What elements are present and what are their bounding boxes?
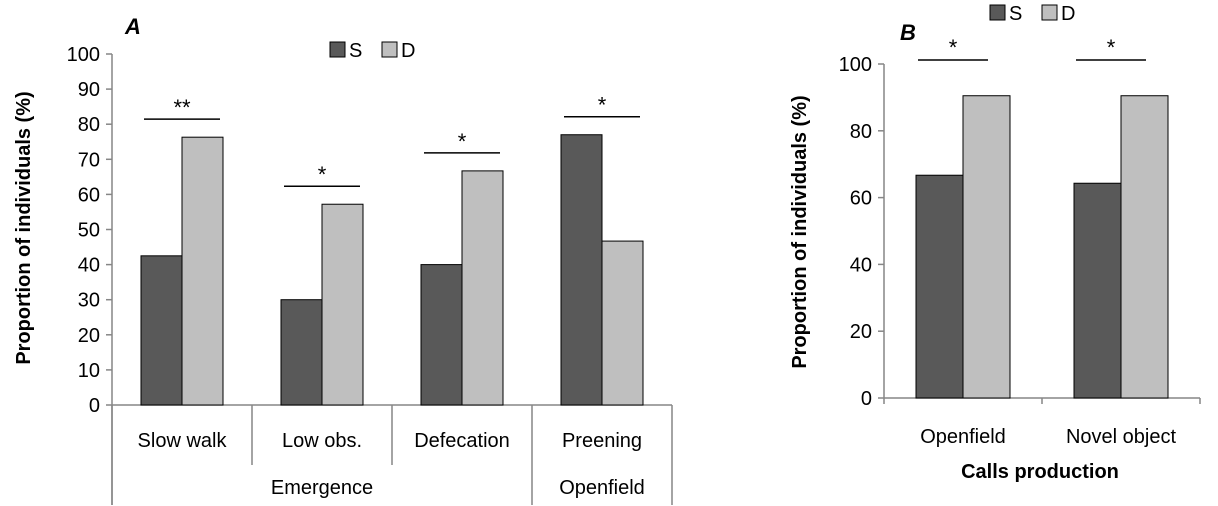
bar-s-novel-object xyxy=(1073,182,1122,399)
legend-swatch-d xyxy=(1041,4,1058,21)
bar-d-openfield xyxy=(962,95,1011,399)
legend-label-s: S xyxy=(349,40,362,62)
significance-marker-b: * xyxy=(949,35,958,60)
significance-marker-a: * xyxy=(458,129,467,154)
category-label-a: Preening xyxy=(562,430,642,452)
legend-label-d: D xyxy=(401,40,415,62)
legend-label-d: D xyxy=(1061,3,1075,25)
y-tick-label-a: 70 xyxy=(78,149,100,171)
y-tick-label-a: 0 xyxy=(89,395,100,417)
panel-label-b: B xyxy=(900,20,916,45)
group-label-a: Openfield xyxy=(559,477,645,499)
legend-label-s: S xyxy=(1009,3,1022,25)
category-label-a: Slow walk xyxy=(138,430,228,452)
y-axis-title-b: Proportion of individuals (%) xyxy=(789,95,811,368)
y-tick-label-a: 50 xyxy=(78,220,100,242)
bar-s-defecation xyxy=(420,264,463,406)
plot-area-b: 0 20 40 60 80 100 Openfield * Novel object * xyxy=(839,35,1201,448)
y-tick-label-b: 80 xyxy=(850,121,872,143)
significance-marker-a: ** xyxy=(173,95,191,120)
y-tick-label-a: 20 xyxy=(78,325,100,347)
bar-s-preening xyxy=(560,134,603,406)
x-axis-title-b: Calls production xyxy=(961,461,1119,483)
category-label-a: Defecation xyxy=(414,430,510,452)
bar-d-novel-object xyxy=(1120,95,1169,399)
y-tick-label-a: 10 xyxy=(78,360,100,382)
bar-s-low-obs- xyxy=(280,299,323,406)
legend-swatch-s xyxy=(329,41,346,58)
category-label-b: Openfield xyxy=(920,426,1006,448)
bar-s-slow-walk xyxy=(140,255,183,406)
y-tick-label-a: 100 xyxy=(67,44,100,66)
legend-swatch-d xyxy=(381,41,398,58)
bar-s-openfield xyxy=(915,174,964,399)
bar-d-slow-walk xyxy=(181,136,224,406)
y-tick-label-a: 90 xyxy=(78,79,100,101)
y-tick-label-a: 80 xyxy=(78,114,100,136)
legend-swatch-s xyxy=(989,4,1006,21)
category-label-b: Novel object xyxy=(1066,426,1177,448)
significance-marker-a: * xyxy=(598,93,607,118)
y-tick-label-b: 100 xyxy=(839,54,872,76)
significance-marker-a: * xyxy=(318,162,327,187)
y-axis-title-a: Proportion of individuals (%) xyxy=(13,91,35,364)
y-tick-label-a: 30 xyxy=(78,290,100,312)
y-tick-label-b: 40 xyxy=(850,254,872,276)
y-tick-label-b: 60 xyxy=(850,188,872,210)
significance-marker-b: * xyxy=(1107,35,1116,60)
chart-panel-b: B Proportion of individuals (%) Calls pr… xyxy=(789,3,1201,483)
bar-d-preening xyxy=(601,240,644,406)
y-tick-label-b: 20 xyxy=(850,321,872,343)
bar-d-low-obs- xyxy=(321,203,364,406)
bar-d-defecation xyxy=(461,170,504,406)
y-tick-label-a: 60 xyxy=(78,184,100,206)
y-tick-label-b: 0 xyxy=(861,388,872,410)
y-tick-label-a: 40 xyxy=(78,255,100,277)
group-label-a: Emergence xyxy=(271,477,373,499)
panel-label-a: A xyxy=(124,14,141,39)
category-label-a: Low obs. xyxy=(282,430,362,452)
